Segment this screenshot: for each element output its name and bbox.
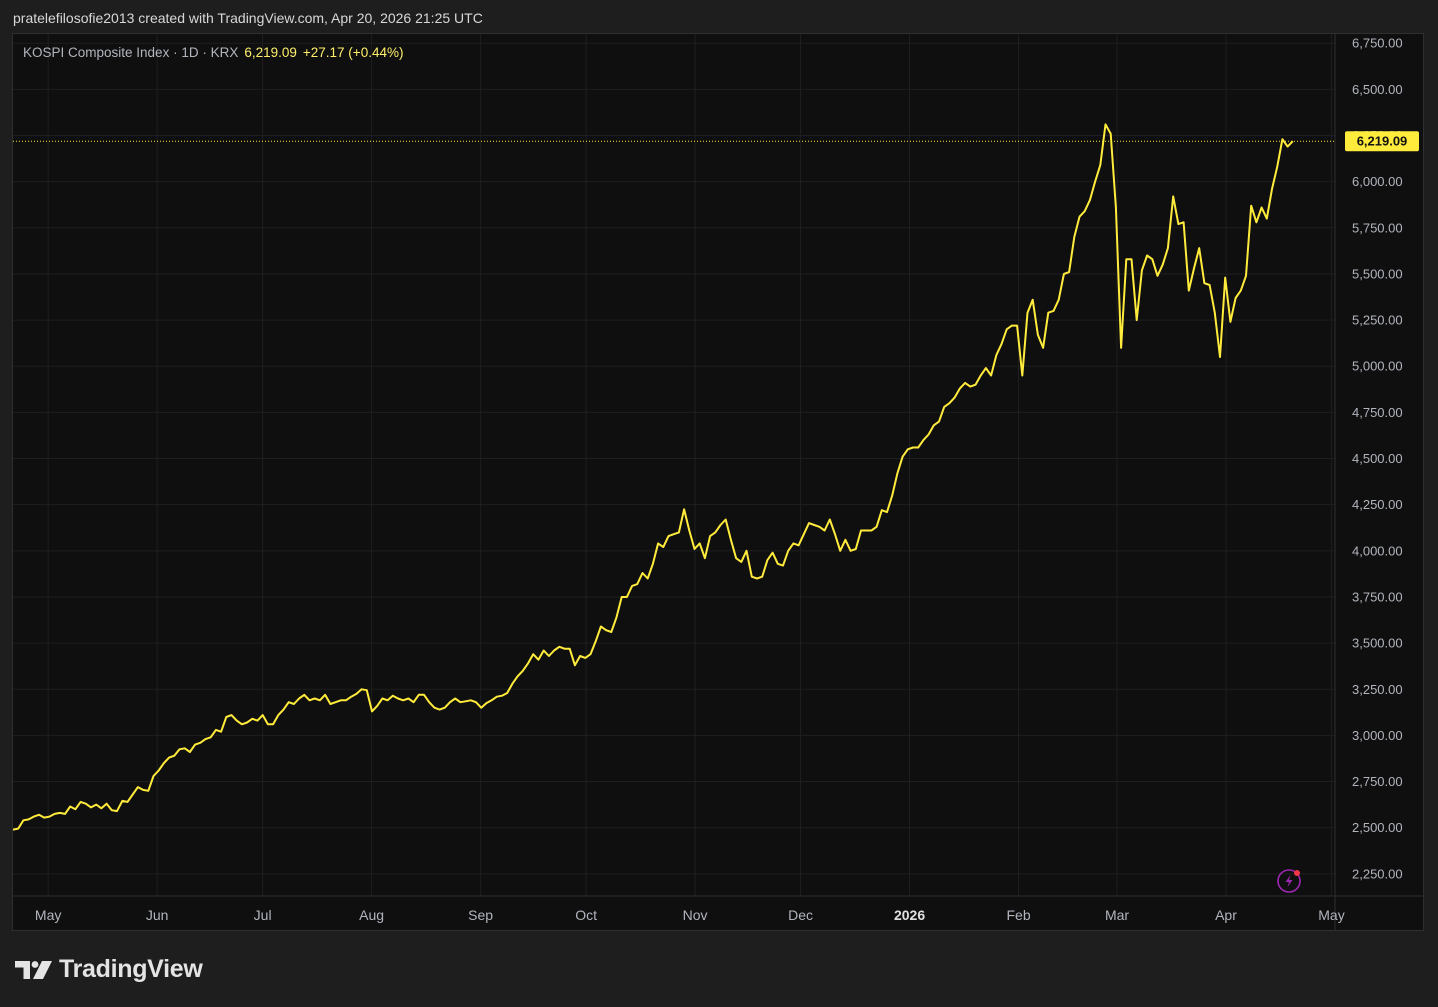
y-tick-label: 5,750.00 [1352, 220, 1403, 235]
x-tick-label: May [35, 907, 61, 923]
y-tick-label: 5,250.00 [1352, 313, 1403, 328]
x-tick-label: Jul [254, 907, 272, 923]
x-tick-label: Aug [359, 907, 384, 923]
x-tick-label: Dec [788, 907, 813, 923]
x-tick-label: 2026 [894, 907, 925, 923]
y-tick-label: 3,000.00 [1352, 728, 1403, 743]
x-tick-label: Sep [468, 907, 493, 923]
chart-legend[interactable]: KOSPI Composite Index · 1D · KRX 6,219.09… [23, 45, 403, 60]
x-tick-label: Mar [1105, 907, 1129, 923]
x-tick-label: Jun [146, 907, 169, 923]
chart-panel[interactable]: 2,250.00 2,500.00 2,750.00 3,000.00 3,250.00… [12, 33, 1424, 931]
y-tick-label: 5,500.00 [1352, 266, 1403, 281]
y-tick-label: 4,000.00 [1352, 543, 1403, 558]
y-tick-label: 6,750.00 [1352, 36, 1403, 51]
x-tick-label: Apr [1215, 907, 1237, 923]
y-tick-label: 3,750.00 [1352, 589, 1403, 604]
y-tick-label: 6,500.00 [1352, 82, 1403, 97]
y-tick-label: 2,250.00 [1352, 866, 1403, 881]
lightning-icon[interactable] [1277, 869, 1301, 893]
last-price-badge [1345, 131, 1419, 152]
legend-price: 6,219.09 [244, 45, 297, 60]
price-line[interactable] [13, 123, 1294, 831]
y-tick-label: 2,500.00 [1352, 820, 1403, 835]
y-tick-label: 4,500.00 [1352, 451, 1403, 466]
y-axis: 2,250.00 2,500.00 2,750.00 3,000.00 3,250.00… [1352, 36, 1403, 882]
x-tick-label: Oct [575, 907, 597, 923]
symbol-title: KOSPI Composite Index · 1D · KRX [23, 45, 239, 60]
y-tick-label: 6,000.00 [1352, 174, 1403, 189]
tradingview-logo-icon [15, 960, 52, 979]
last-price-label: 6,219.09 [1357, 134, 1408, 149]
price-chart[interactable]: 2,250.00 2,500.00 2,750.00 3,000.00 3,250.00… [13, 34, 1423, 930]
tradingview-wordmark: TradingView [59, 955, 203, 983]
legend-change: +27.17 (+0.44%) [302, 45, 404, 60]
y-tick-label: 5,000.00 [1352, 359, 1403, 374]
x-axis: May Jun Jul Aug Sep Oct Nov Dec 2026 Feb Mar Apr May [35, 907, 1345, 923]
y-tick-label: 3,500.00 [1352, 636, 1403, 651]
last-price-marker: 6,219.09 [13, 131, 1419, 152]
y-tick-label: 2,750.00 [1352, 774, 1403, 789]
chart-attribution: pratelefilosofie2013 created with Tradin… [13, 10, 483, 26]
price-line-layer [13, 123, 1294, 831]
grid-lines [13, 34, 1335, 896]
y-tick-label: 4,250.00 [1352, 497, 1403, 512]
x-tick-label: Nov [683, 907, 708, 923]
tradingview-logo[interactable]: TradingView [15, 955, 203, 984]
y-tick-label: 4,750.00 [1352, 405, 1403, 420]
x-tick-label: May [1318, 907, 1344, 923]
x-tick-label: Feb [1007, 907, 1031, 923]
y-tick-label: 3,250.00 [1352, 682, 1403, 697]
